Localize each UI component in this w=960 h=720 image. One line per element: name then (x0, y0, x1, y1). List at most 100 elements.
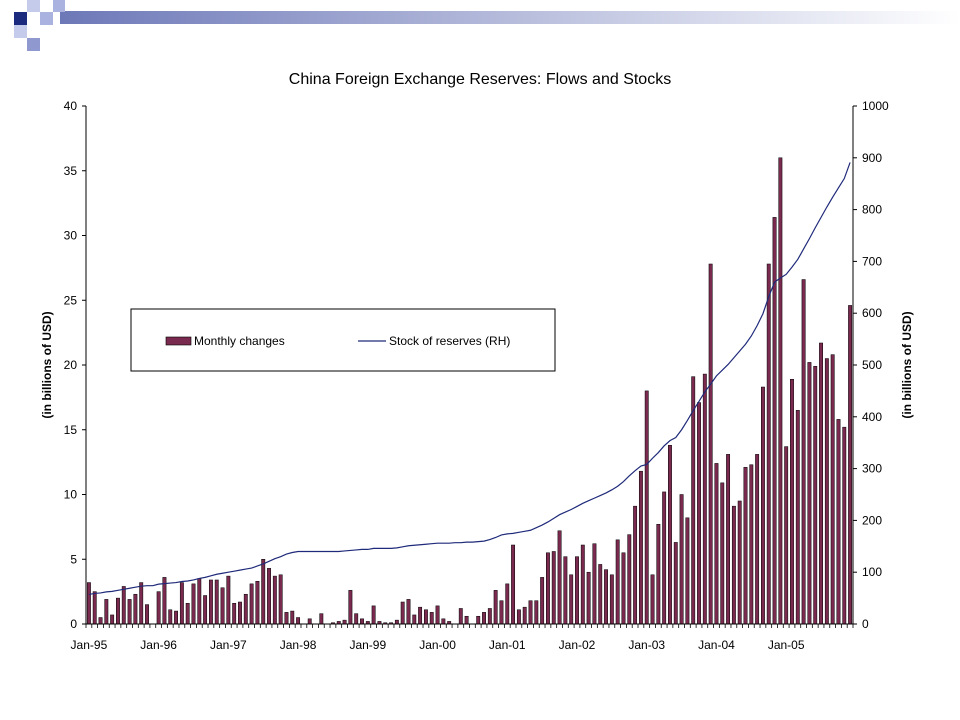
bar-45 (348, 590, 353, 625)
bar-7 (127, 599, 132, 625)
bar-3 (104, 599, 109, 625)
bar-68 (482, 612, 486, 625)
bar-14 (168, 609, 173, 625)
x-tick-label-9: Jan-04 (698, 638, 735, 652)
bar-5 (116, 597, 120, 625)
bar-58 (423, 609, 428, 625)
bar-22 (214, 579, 219, 625)
right-tick-label-0: 0 (862, 617, 869, 631)
right-tick-label-6: 600 (862, 306, 882, 320)
bar-55 (406, 599, 411, 625)
bar-114 (749, 464, 754, 625)
bar-28 (249, 583, 254, 625)
bar-16 (179, 582, 184, 625)
bar-8 (133, 593, 138, 625)
right-tick-label-7: 700 (862, 254, 882, 268)
bar-24 (226, 575, 231, 625)
bar-117 (766, 263, 771, 625)
right-tick-label-5: 500 (862, 358, 882, 372)
x-tick-label-8: Jan-03 (628, 638, 665, 652)
bar-130 (842, 426, 847, 625)
bar-113 (743, 467, 748, 625)
bar-33 (278, 574, 283, 625)
bar-25 (232, 603, 237, 625)
bar-96 (644, 390, 649, 625)
x-ticks-group: Jan-95 Jan-96 Jan-97 Jan-98 Jan-99 Jan-00 Jan-… (71, 624, 854, 652)
right-tick-label-10: 1000 (862, 99, 889, 113)
bar-125 (813, 366, 818, 625)
bar-57 (418, 606, 423, 625)
x-tick-label-3: Jan-98 (280, 638, 317, 652)
bar-36 (296, 617, 301, 625)
bar-101 (673, 542, 678, 625)
bar-115 (755, 454, 760, 625)
bar-73 (511, 544, 516, 625)
bars-group (86, 157, 853, 625)
bar-44 (342, 619, 347, 625)
x-tick-label-4: Jan-99 (349, 638, 386, 652)
reserves-line (88, 162, 851, 596)
legend-line-label: Stock of reserves (RH) (389, 334, 510, 348)
y-axis-label-left: (in billions of USD) (40, 311, 54, 418)
left-tick-label-3: 15 (64, 423, 78, 437)
left-tick-label-6: 30 (64, 229, 78, 243)
bar-112 (737, 500, 742, 625)
bar-67 (476, 615, 481, 625)
corner-square-medium-top (53, 0, 65, 12)
bar-118 (772, 217, 777, 625)
bar-70 (493, 590, 498, 625)
bar-124 (807, 362, 812, 625)
bar-120 (784, 446, 789, 625)
bar-61 (441, 618, 446, 625)
bar-72 (505, 583, 510, 625)
bar-19 (197, 578, 202, 625)
bar-69 (487, 608, 492, 625)
bar-106 (702, 373, 707, 625)
bar-31 (267, 568, 271, 625)
legend-bar-label: Monthly changes (194, 334, 285, 348)
bar-127 (824, 358, 829, 625)
bar-30 (261, 559, 266, 625)
right-tick-label-1: 100 (862, 565, 882, 579)
y-axis-label-right: (in billions of USD) (900, 311, 914, 418)
corner-square-light-mid (40, 12, 53, 25)
bar-107 (708, 263, 713, 625)
bar-0 (86, 582, 91, 625)
corner-square-light-top (27, 0, 40, 12)
right-ticks-group: 0 100 200 300 400 500 600 700 800 900 1000 (853, 99, 889, 631)
x-tick-label-6: Jan-01 (489, 638, 526, 652)
bar-9 (139, 582, 144, 625)
bar-32 (272, 575, 277, 625)
bar-46 (354, 613, 359, 625)
bar-89 (604, 569, 608, 625)
corner-square-light-left (14, 25, 27, 38)
left-ticks-group: 0 5 10 15 20 25 30 35 40 (64, 99, 86, 631)
bar-54 (400, 601, 405, 625)
bar-123 (801, 279, 806, 625)
bar-119 (778, 157, 783, 625)
corner-square-medium (27, 38, 40, 51)
bar-105 (697, 402, 701, 625)
bar-17 (185, 603, 190, 625)
bar-35 (290, 610, 295, 625)
bar-1 (92, 591, 97, 625)
bar-95 (638, 470, 643, 625)
legend-bar-swatch (165, 336, 192, 346)
left-tick-label-4: 20 (64, 358, 78, 372)
bar-131 (848, 305, 853, 625)
bar-116 (761, 386, 765, 625)
bar-79 (546, 552, 550, 625)
bar-38 (307, 618, 312, 625)
bar-26 (238, 601, 242, 625)
left-tick-label-8: 40 (64, 99, 78, 113)
bar-74 (516, 609, 521, 625)
x-tick-label-7: Jan-02 (559, 638, 596, 652)
bar-64 (458, 608, 463, 625)
bar-40 (319, 613, 324, 625)
bar-109 (720, 482, 725, 625)
bar-93 (627, 534, 632, 625)
right-tick-label-4: 400 (862, 410, 882, 424)
bar-122 (795, 410, 800, 625)
right-tick-label-3: 300 (862, 462, 882, 476)
